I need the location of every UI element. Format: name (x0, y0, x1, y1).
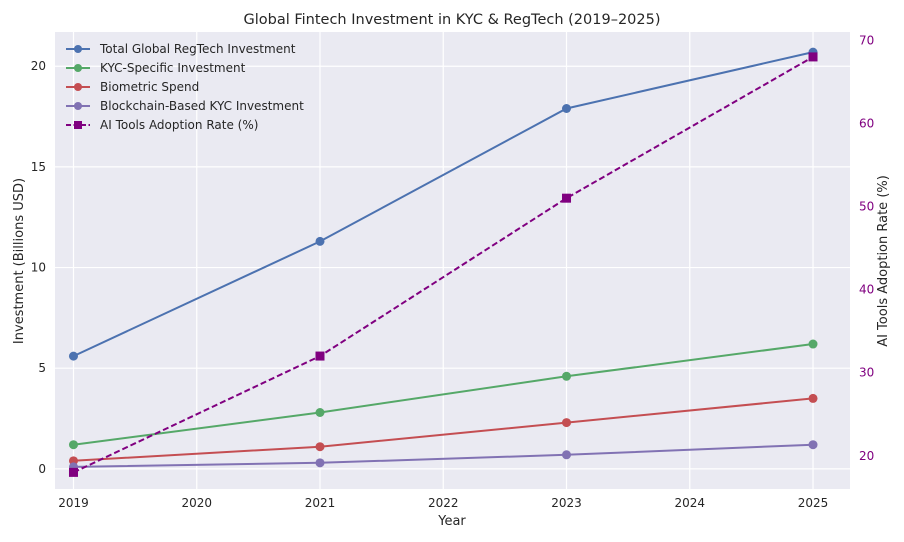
data-point (68, 351, 78, 361)
legend-marker (74, 45, 82, 53)
series-0 (68, 47, 818, 361)
y-axis-label: Investment (Billions USD) (12, 178, 27, 344)
x-tick-label: 2022 (428, 496, 459, 510)
data-point (562, 418, 572, 428)
legend-label: Blockchain-Based KYC Investment (100, 99, 304, 113)
data-point (315, 351, 325, 361)
grid-y (55, 65, 850, 470)
series-line (73, 51, 814, 358)
y-tick-label: 5 (38, 361, 46, 375)
grid-x (72, 32, 814, 489)
series-4 (68, 52, 818, 477)
series-3 (68, 440, 818, 472)
legend-entry: Blockchain-Based KYC Investment (66, 99, 304, 113)
x-tick-label: 2019 (58, 496, 89, 510)
legend-marker (74, 83, 82, 91)
legend-label: Total Global RegTech Investment (99, 42, 296, 56)
legend-entry: AI Tools Adoption Rate (%) (66, 118, 258, 132)
chart-title: Global Fintech Investment in KYC & RegTe… (243, 12, 660, 28)
data-point (68, 467, 78, 477)
data-point (315, 458, 325, 468)
legend-label: AI Tools Adoption Rate (%) (100, 118, 258, 132)
data-point (315, 407, 325, 417)
series-line (73, 343, 814, 446)
legend-entry: KYC-Specific Investment (66, 61, 246, 75)
data-point (315, 442, 325, 452)
legend-entry: Biometric Spend (66, 80, 199, 94)
series-line (73, 443, 814, 468)
data-point (562, 104, 572, 114)
data-point (808, 339, 818, 349)
data-point (808, 440, 818, 450)
y-right-tick-label: 30 (859, 366, 874, 380)
y-ticks-right: 20 30 40 50 60 70 (859, 33, 874, 462)
y-right-tick-label: 70 (859, 33, 874, 47)
x-tick-label: 2024 (674, 496, 705, 510)
y-right-tick-label: 20 (859, 449, 874, 463)
series-line (73, 397, 814, 462)
plot-area (55, 32, 850, 489)
x-tick-label: 2020 (181, 496, 212, 510)
data-point (315, 236, 325, 246)
data-point (562, 371, 572, 381)
x-tick-label: 2025 (798, 496, 829, 510)
legend-marker (74, 102, 82, 110)
data-point (562, 450, 572, 460)
y-right-tick-label: 60 (859, 116, 874, 130)
x-ticks: 2019 2020 2021 2022 2023 2024 2025 (58, 496, 828, 510)
x-axis-label: Year (437, 514, 466, 529)
series-layer (68, 47, 818, 477)
y-ticks-left: 0 5 10 15 20 (31, 59, 46, 476)
data-point (68, 440, 78, 450)
data-point (562, 193, 572, 203)
legend-marker (74, 64, 82, 72)
legend-entry: Total Global RegTech Investment (66, 42, 296, 56)
legend-marker (74, 121, 82, 129)
data-point (808, 52, 818, 62)
y-tick-label: 20 (31, 59, 46, 73)
series-line (73, 56, 814, 474)
legend-label: Biometric Spend (100, 80, 199, 94)
y-tick-label: 0 (38, 462, 46, 476)
x-tick-label: 2023 (551, 496, 582, 510)
series-1 (68, 339, 818, 450)
y-tick-label: 10 (31, 261, 46, 275)
x-tick-label: 2021 (305, 496, 336, 510)
legend-label: KYC-Specific Investment (100, 61, 246, 75)
y-right-tick-label: 40 (859, 283, 874, 297)
legend: Total Global RegTech Investment KYC-Speci… (66, 42, 304, 132)
data-point (808, 393, 818, 403)
y-right-tick-label: 50 (859, 199, 874, 213)
y-tick-label: 15 (31, 160, 46, 174)
y-axis-label-right: AI Tools Adoption Rate (%) (876, 175, 891, 347)
